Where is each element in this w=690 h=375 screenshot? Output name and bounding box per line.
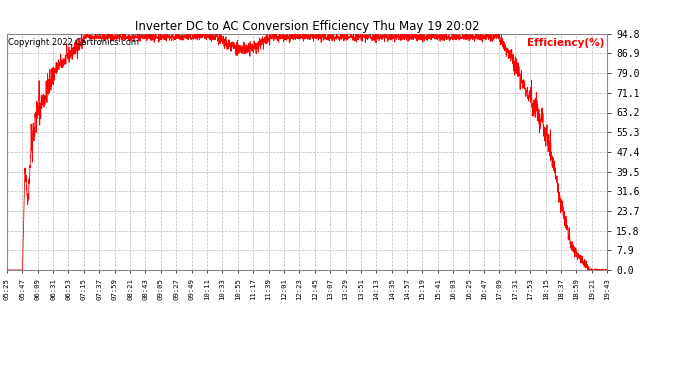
Text: Copyright 2022 Cartronics.com: Copyright 2022 Cartronics.com [8,39,139,48]
Text: Efficiency(%): Efficiency(%) [527,39,604,48]
Title: Inverter DC to AC Conversion Efficiency Thu May 19 20:02: Inverter DC to AC Conversion Efficiency … [135,20,480,33]
